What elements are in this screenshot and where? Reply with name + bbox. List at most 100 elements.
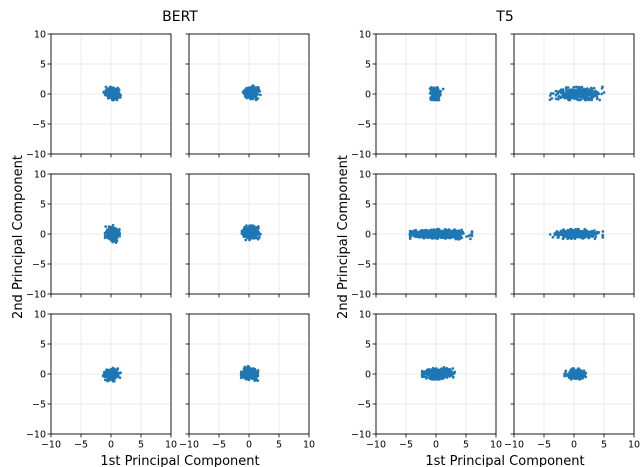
- scatter-point: [252, 85, 256, 89]
- scatter-point: [425, 375, 429, 378]
- panel-t5-1-1: [510, 173, 635, 298]
- scatter-point: [104, 85, 108, 89]
- scatter-point: [253, 235, 257, 239]
- scatter-point: [601, 230, 605, 233]
- scatter-point: [411, 232, 415, 236]
- scatter-point: [432, 371, 436, 374]
- scatter-point: [116, 232, 119, 236]
- scatter-point: [551, 92, 555, 95]
- scatter-point: [430, 89, 434, 93]
- x-tick-label: −10: [366, 440, 386, 451]
- scatter-point: [448, 370, 452, 373]
- scatter-point: [253, 91, 256, 95]
- scatter-points: [102, 85, 122, 102]
- scatter-point: [255, 230, 258, 234]
- scatter-point: [430, 98, 434, 101]
- scatter-point: [109, 237, 113, 240]
- scatter-point: [583, 232, 586, 235]
- scatter-point: [555, 232, 558, 236]
- scatter-point: [586, 231, 590, 235]
- panel-bert-1-0: 10 5 0 −5 −10: [26, 170, 172, 301]
- scatter-point: [112, 367, 116, 371]
- scatter-point: [420, 369, 424, 373]
- scatter-point: [585, 87, 589, 91]
- scatter-point: [586, 91, 590, 95]
- scatter-point: [242, 367, 246, 371]
- scatter-point: [256, 379, 260, 382]
- scatter-point: [567, 375, 571, 378]
- scatter-point: [440, 369, 444, 373]
- scatter-point: [591, 231, 595, 235]
- x-tick-label: −10: [179, 440, 199, 451]
- scatter-point: [578, 90, 582, 94]
- x-tick-label: −5: [537, 440, 551, 451]
- scatter-point: [106, 87, 110, 90]
- scatter-point: [569, 378, 573, 381]
- y-tick-label: 10: [34, 170, 46, 181]
- y-tick-label: −10: [26, 430, 46, 441]
- scatter-point: [457, 232, 461, 236]
- y-tick-label: −10: [26, 150, 46, 161]
- scatter-point: [574, 369, 578, 372]
- y-tick-label: 5: [365, 60, 371, 71]
- scatter-point: [432, 233, 436, 236]
- scatter-point: [600, 92, 604, 96]
- y-tick-label: 10: [359, 30, 371, 41]
- y-tick-label: −5: [357, 260, 371, 271]
- scatter-point: [594, 235, 598, 239]
- x-tick-label: 10: [628, 440, 640, 451]
- scatter-point: [594, 231, 597, 235]
- scatter-point: [242, 235, 246, 239]
- y-tick-label: 5: [365, 200, 371, 211]
- scatter-point: [557, 235, 560, 239]
- scatter-point: [574, 91, 577, 94]
- scatter-point: [105, 368, 109, 372]
- y-tick-label: 10: [359, 310, 371, 321]
- scatter-point: [108, 231, 112, 235]
- scatter-point: [250, 230, 254, 233]
- y-tick-label: −5: [357, 120, 371, 131]
- scatter-point: [460, 231, 464, 235]
- panel-t5-0-1: [510, 33, 635, 158]
- x-tick-label: 0: [108, 440, 114, 451]
- scatter-point: [582, 90, 585, 94]
- scatter-point: [414, 229, 418, 232]
- scatter-point: [447, 233, 451, 237]
- y-tick-label: −10: [26, 290, 46, 301]
- scatter-point: [434, 90, 438, 93]
- scatter-point: [116, 367, 120, 370]
- scatter-point: [441, 87, 445, 91]
- scatter-point: [244, 372, 247, 375]
- scatter-point: [453, 370, 457, 374]
- scatter-point: [436, 87, 439, 91]
- scatter-point: [118, 234, 122, 238]
- scatter-point: [587, 234, 591, 238]
- y-tick-label: 5: [40, 60, 46, 71]
- scatter-point: [581, 376, 584, 380]
- scatter-point: [436, 370, 439, 374]
- scatter-point: [250, 375, 254, 379]
- scatter-point: [554, 89, 558, 93]
- y-tick-label: −10: [351, 290, 371, 301]
- scatter-point: [576, 374, 579, 378]
- scatter-point: [566, 372, 570, 376]
- y-tick-label: −5: [32, 260, 46, 271]
- scatter-point: [443, 372, 447, 376]
- scatter-point: [243, 88, 247, 92]
- scatter-point: [422, 375, 426, 379]
- scatter-point: [408, 237, 412, 240]
- scatter-point: [239, 372, 243, 376]
- scatter-point: [445, 232, 448, 236]
- x-axis-label: 1st Principal Component: [100, 454, 259, 467]
- scatter-point: [556, 98, 560, 101]
- scatter-point: [112, 379, 116, 383]
- scatter-point: [453, 233, 457, 236]
- scatter-point: [454, 230, 457, 234]
- y-tick-label: −5: [357, 400, 371, 411]
- scatter-point: [572, 85, 576, 89]
- scatter-point: [430, 95, 434, 99]
- scatter-points: [101, 366, 122, 383]
- scatter-points: [240, 224, 262, 242]
- scatter-point: [254, 373, 258, 377]
- x-tick-label: −5: [399, 440, 413, 451]
